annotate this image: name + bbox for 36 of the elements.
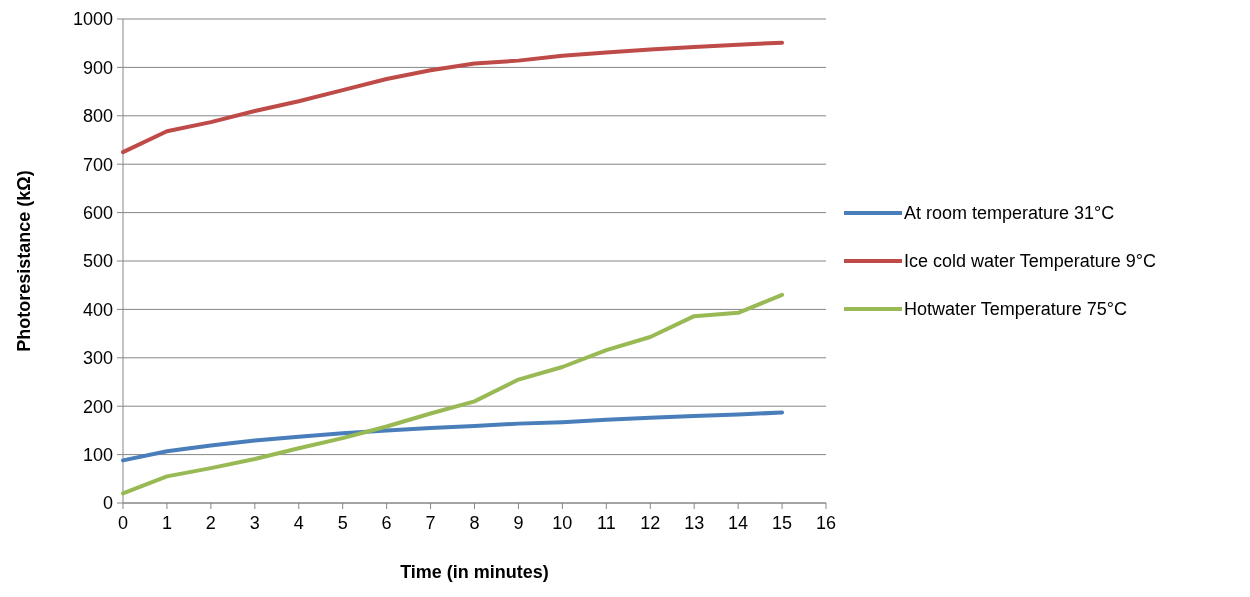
x-tick-label: 12 bbox=[640, 513, 661, 533]
x-tick-label: 15 bbox=[772, 513, 793, 533]
x-tick-label: 5 bbox=[337, 513, 348, 533]
y-axis-title: Photoresistance (kΩ) bbox=[14, 170, 34, 352]
y-tick-label: 200 bbox=[82, 396, 113, 417]
y-tick-label: 800 bbox=[82, 106, 113, 127]
x-tick-label: 11 bbox=[596, 513, 616, 533]
line-series bbox=[121, 40, 785, 155]
line-series bbox=[121, 410, 785, 463]
y-tick-label: 100 bbox=[82, 444, 113, 465]
line-series bbox=[121, 292, 785, 496]
x-tick-label: 2 bbox=[205, 513, 216, 533]
x-axis-title: Time (in minutes) bbox=[400, 562, 549, 582]
x-tick-label: 9 bbox=[513, 513, 524, 533]
y-tick-label: 500 bbox=[82, 251, 113, 272]
legend-label: At room temperature 31°C bbox=[904, 203, 1115, 224]
y-tick-label: 1000 bbox=[72, 9, 113, 30]
x-tick-label: 0 bbox=[117, 513, 129, 533]
x-tick-label: 10 bbox=[552, 513, 573, 533]
x-tick-label: 8 bbox=[469, 513, 480, 533]
y-tick-label: 600 bbox=[82, 202, 113, 223]
x-tick-label: 6 bbox=[381, 513, 392, 533]
y-tick-label: 400 bbox=[82, 299, 113, 320]
x-tick-label: 7 bbox=[425, 513, 436, 533]
x-tick-label: 14 bbox=[728, 513, 749, 533]
y-tick-label: 0 bbox=[102, 493, 113, 514]
legend-label: Ice cold water Temperature 9°C bbox=[904, 251, 1156, 272]
x-tick-label: 1 bbox=[161, 513, 172, 533]
y-tick-label: 900 bbox=[82, 57, 113, 78]
x-tick-label: 4 bbox=[293, 513, 304, 533]
legend-label: Hotwater Temperature 75°C bbox=[904, 299, 1127, 320]
x-tick-label: 16 bbox=[815, 513, 837, 533]
y-tick-label: 300 bbox=[82, 348, 113, 369]
x-tick-label: 13 bbox=[684, 513, 705, 533]
x-tick-label: 3 bbox=[249, 513, 260, 533]
y-tick-label: 700 bbox=[82, 154, 113, 175]
